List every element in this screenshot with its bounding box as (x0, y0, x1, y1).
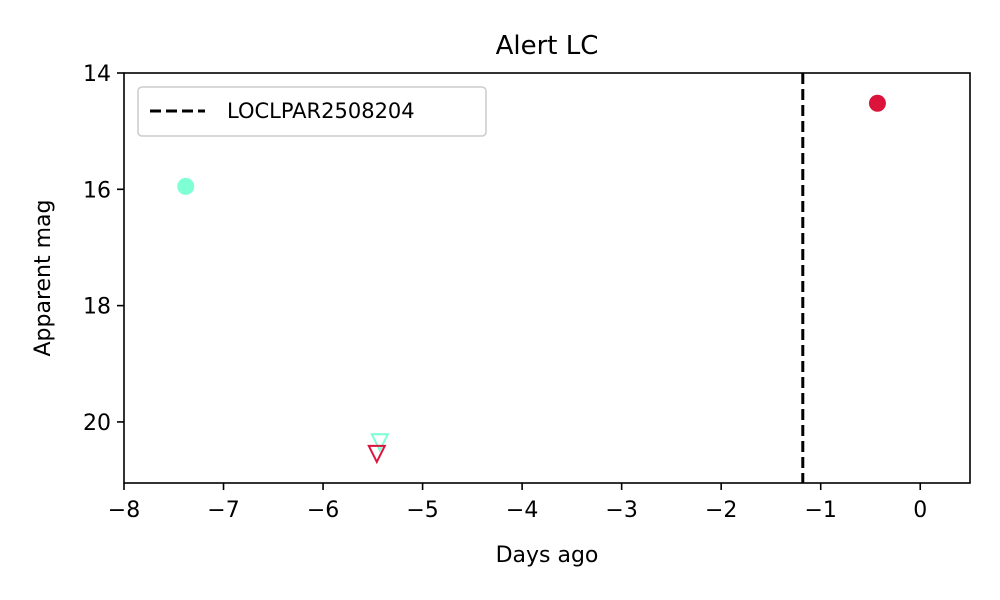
x-tick-label: −1 (804, 498, 836, 523)
legend-entry-label: LOCLPAR2508204 (227, 99, 415, 123)
x-tick-label: −6 (307, 498, 339, 523)
y-tick-label: 16 (83, 178, 111, 203)
series-2-upper-limit-marker-1 (367, 444, 387, 465)
x-tick-label: −4 (506, 498, 538, 523)
y-tick-label: 20 (83, 411, 111, 436)
x-tick-label: −5 (406, 498, 438, 523)
plot-area (177, 73, 886, 483)
x-axis-label: Days ago (496, 543, 599, 568)
x-tick-label: −2 (705, 498, 737, 523)
series-1-upper-limit-marker-1 (370, 433, 390, 453)
y-tick-label: 14 (83, 62, 111, 87)
x-tick-label: 0 (913, 498, 927, 523)
axes-frame (123, 72, 971, 484)
legend-box (137, 86, 487, 137)
y-axis-label: Apparent mag (31, 200, 56, 357)
y-tick-label: 18 (83, 295, 111, 320)
x-tick-label: −7 (207, 498, 239, 523)
x-tick-label: −8 (108, 498, 140, 523)
legend: LOCLPAR2508204 (137, 86, 487, 137)
axis-ticks: −8 −7 −6 −5 −4 −3 −2 −1 0 14 16 18 20 (83, 62, 927, 523)
series-1-detection-point-1 (177, 177, 195, 195)
x-tick-label: −3 (605, 498, 637, 523)
chart-title: Alert LC (496, 31, 599, 61)
series-2-detection-point-1 (868, 94, 886, 112)
